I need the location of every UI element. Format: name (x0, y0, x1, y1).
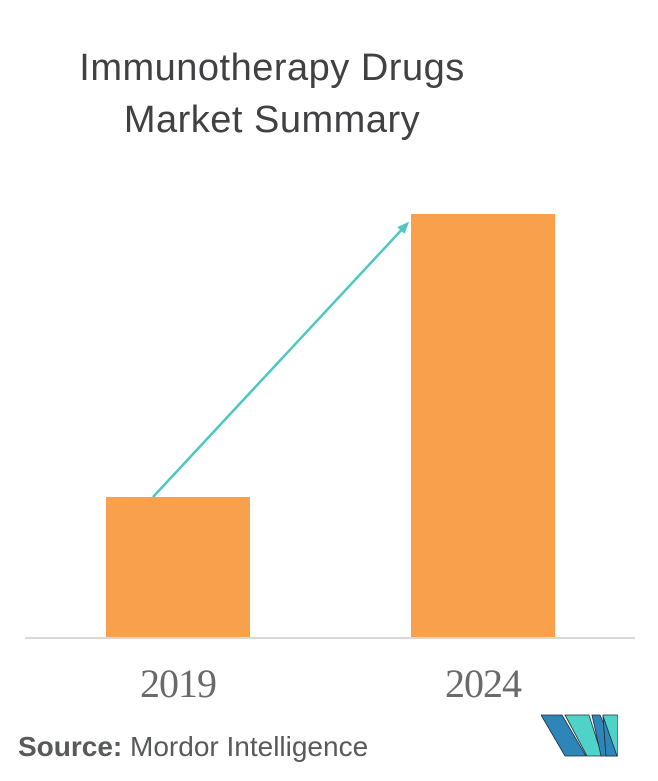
source-text: Mordor Intelligence (122, 731, 369, 762)
mordor-intelligence-logo (541, 714, 618, 757)
bar-2019 (106, 497, 250, 638)
chart-title-line2: Market Summary (123, 99, 421, 141)
chart-title: Immunotherapy Drugs Market Summary (0, 42, 544, 146)
chart-title-line1: Immunotherapy Drugs (79, 47, 465, 89)
x-axis-label-2019: 2019 (140, 661, 217, 706)
bar-2024 (411, 214, 555, 638)
x-axis-line (25, 637, 635, 639)
x-axis-label-2024: 2024 (445, 661, 522, 706)
source-label: Source: (18, 731, 123, 762)
source-attribution: Source: Mordor Intelligence (18, 730, 368, 764)
